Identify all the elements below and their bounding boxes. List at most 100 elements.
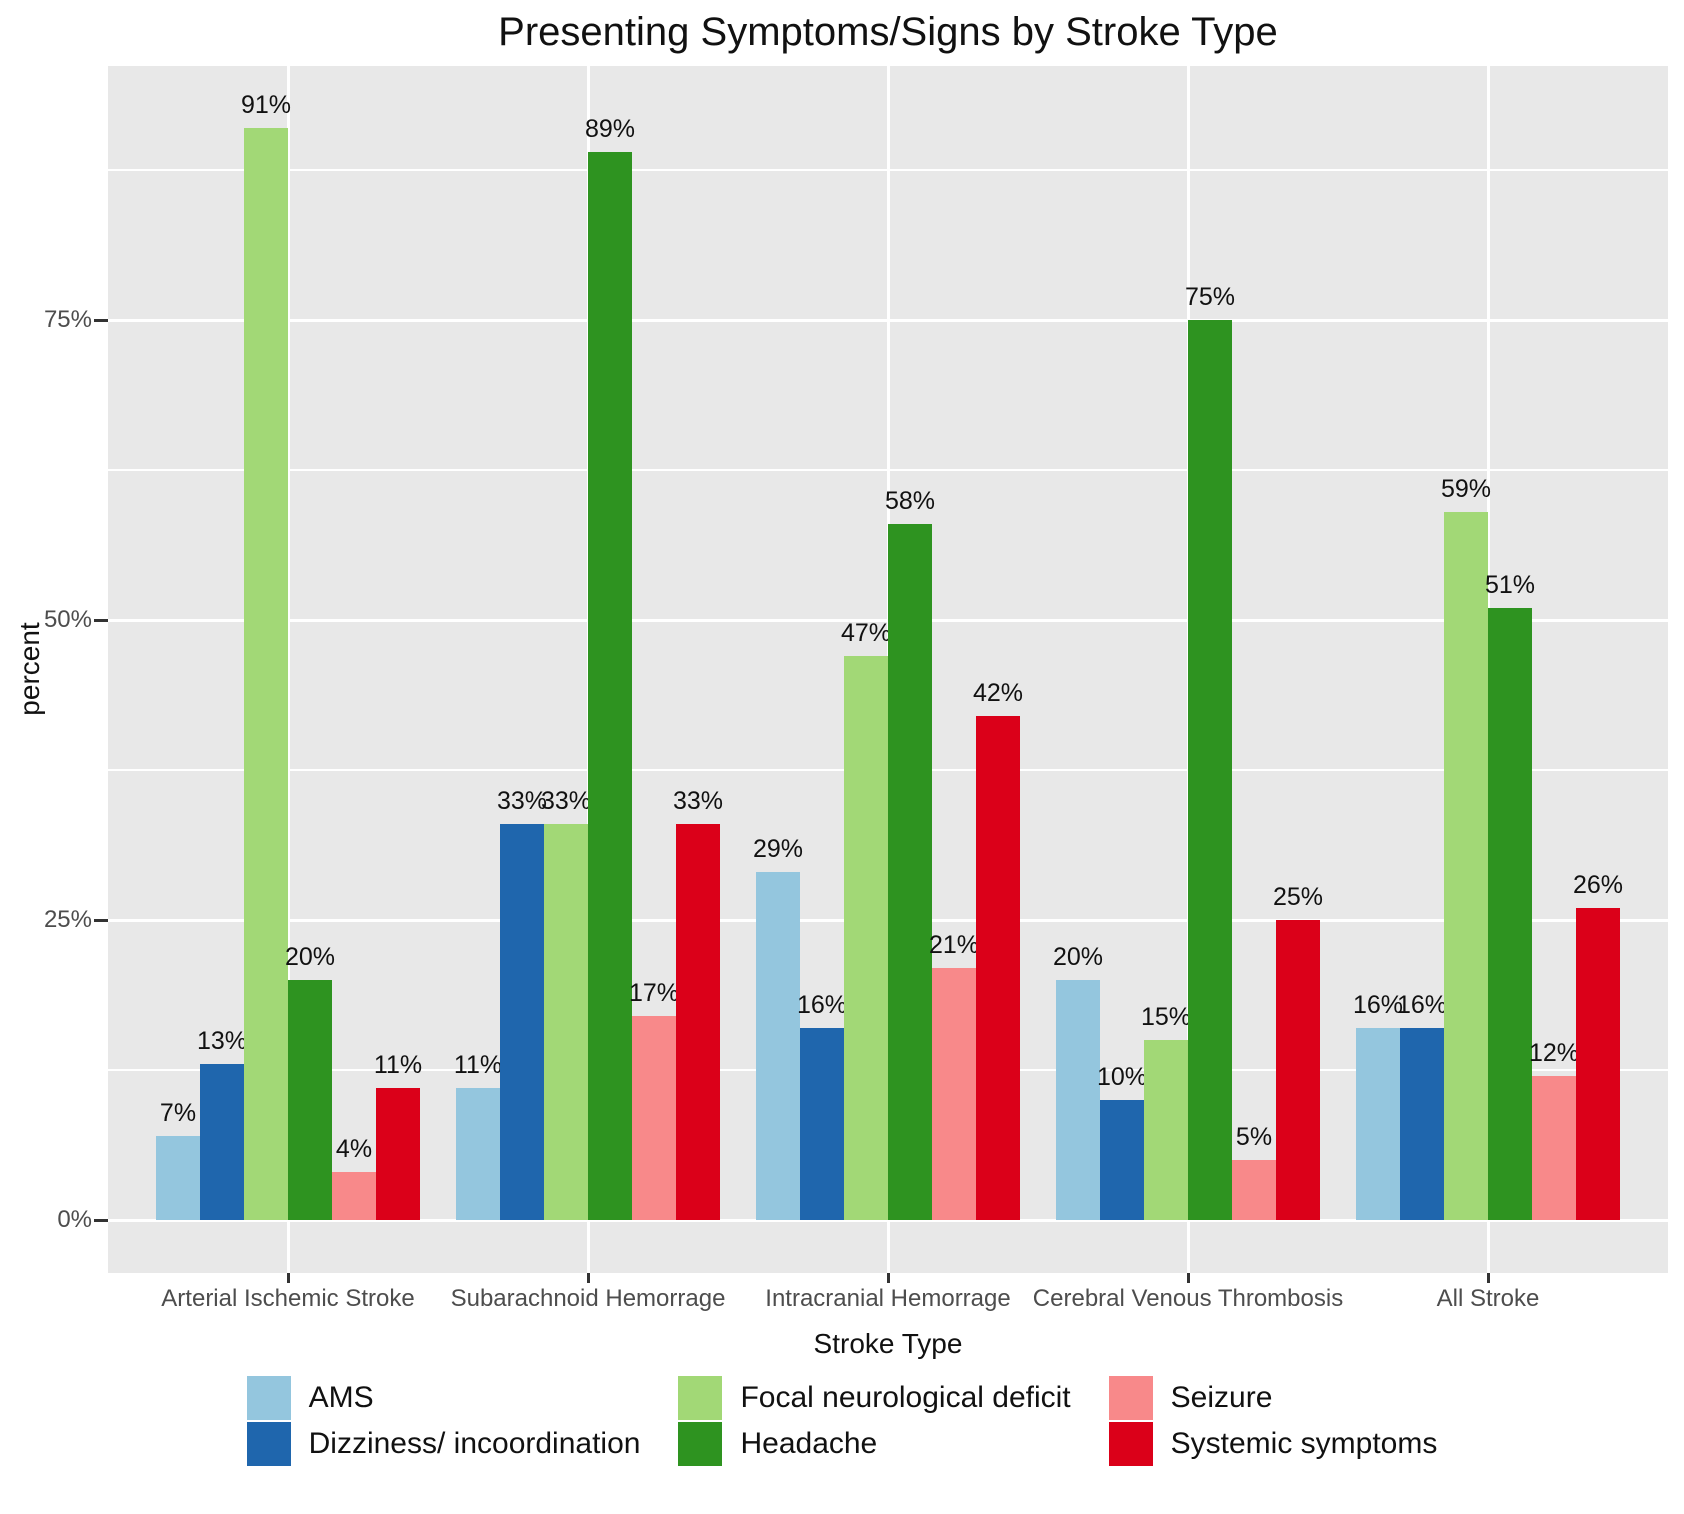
bar [332, 1172, 376, 1220]
bar-value-label: 89% [584, 115, 636, 143]
legend-item-label: AMS [308, 1381, 374, 1414]
legend-key-swatch [246, 1422, 291, 1466]
y-tick-label: 75% [43, 306, 92, 333]
chart-title: Presenting Symptoms/Signs by Stroke Type [498, 10, 1278, 54]
legend-key-swatch [678, 1422, 723, 1466]
bar [756, 872, 800, 1220]
legend-item: Focal neurological deficit [678, 1376, 1071, 1420]
bar [588, 152, 632, 1220]
legend-item: Seizure [1108, 1376, 1438, 1420]
legend: AMS Dizziness/ incoordination Focal neurol… [0, 1376, 1684, 1466]
bar [1056, 980, 1100, 1220]
bar-value-label: 33% [496, 787, 548, 815]
x-tick-mark [286, 1273, 290, 1283]
y-tick-label: 0% [57, 1206, 92, 1233]
legend-key-swatch [246, 1376, 291, 1420]
bar-value-label: 25% [1272, 883, 1324, 911]
bar [1276, 920, 1320, 1220]
bar [1444, 512, 1488, 1220]
bar-value-label: 20% [1052, 943, 1104, 971]
legend-key-swatch [678, 1376, 723, 1420]
bar-value-label: 75% [1184, 283, 1236, 311]
bar [244, 128, 288, 1220]
bar-value-label: 33% [672, 787, 724, 815]
bar-value-label: 11% [453, 1051, 503, 1079]
bar [676, 824, 720, 1220]
x-tick-mark [586, 1273, 590, 1283]
bar [1488, 608, 1532, 1220]
bar-value-label: 20% [284, 943, 336, 971]
bar [456, 1088, 500, 1220]
bar-value-label: 15% [1140, 1003, 1192, 1031]
legend-item-label: Dizziness/ incoordination [308, 1427, 641, 1460]
y-tick-mark [94, 618, 108, 622]
x-tick-label: All Stroke [1436, 1285, 1540, 1312]
bar-value-label: 42% [972, 679, 1024, 707]
bar [844, 656, 888, 1220]
bar [1356, 1028, 1400, 1220]
bar-value-label: 13% [196, 1027, 248, 1055]
bar-value-label: 7% [159, 1099, 197, 1127]
bar [888, 524, 932, 1220]
bar-value-label: 4% [335, 1135, 373, 1163]
bar-value-label: 11% [373, 1051, 423, 1079]
bar-value-label: 29% [752, 835, 804, 863]
legend-item: Dizziness/ incoordination [246, 1422, 641, 1466]
legend-item: Systemic symptoms [1108, 1422, 1438, 1466]
y-tick-mark [94, 1218, 108, 1222]
bar [1232, 1160, 1276, 1220]
bar [800, 1028, 844, 1220]
x-tick-mark [1186, 1273, 1190, 1283]
plot-panel: 7% 13% 91% 20% 4% 11% 11% 33% 33% 89% 17% 33% 29% 16%… [108, 66, 1668, 1273]
legend-key-swatch [1108, 1376, 1153, 1420]
x-tick-label: Cerebral Venous Thrombosis [1032, 1285, 1344, 1312]
bar-value-label: 51% [1484, 571, 1536, 599]
bar [376, 1088, 420, 1220]
bar [1100, 1100, 1144, 1220]
legend-item-label: Focal neurological deficit [740, 1381, 1071, 1414]
bar-value-label: 12% [1528, 1039, 1580, 1067]
bar [1532, 1076, 1576, 1220]
bar-value-label: 10% [1096, 1063, 1148, 1091]
bar-value-label: 47% [840, 619, 892, 647]
bar-value-label: 16% [796, 991, 848, 1019]
legend-key-swatch [1108, 1422, 1153, 1466]
y-tick-mark [94, 318, 108, 322]
bar-value-label: 26% [1572, 871, 1624, 899]
legend-item-label: Systemic symptoms [1170, 1427, 1438, 1460]
bar [632, 1016, 676, 1220]
bar [1400, 1028, 1444, 1220]
legend-item-label: Seizure [1170, 1381, 1273, 1414]
x-tick-mark [886, 1273, 890, 1283]
legend-item: AMS [246, 1376, 641, 1420]
y-tick-label: 50% [43, 606, 92, 633]
bar [1576, 908, 1620, 1220]
bar-value-label: 5% [1235, 1123, 1273, 1151]
x-tick-label: Subarachnoid Hemorrage [450, 1285, 726, 1312]
bar-value-label: 21% [928, 931, 980, 959]
bar-value-label: 58% [884, 487, 936, 515]
y-axis-title: percent [14, 622, 45, 716]
legend-column: AMS Dizziness/ incoordination [246, 1376, 641, 1466]
bar [288, 980, 332, 1220]
legend-item-label: Headache [740, 1427, 878, 1460]
bar [200, 1064, 244, 1220]
bar [544, 824, 588, 1220]
bar-value-label: 59% [1440, 475, 1492, 503]
bar-value-label: 33% [540, 787, 592, 815]
y-tick-mark [94, 918, 108, 922]
bar [1188, 320, 1232, 1220]
gridline-major-v [286, 66, 290, 1273]
x-tick-label: Intracranial Hemorrage [765, 1285, 1011, 1312]
bar [932, 968, 976, 1220]
x-tick-mark [1486, 1273, 1490, 1283]
bar-value-label: 16% [1396, 991, 1448, 1019]
bar [1144, 1040, 1188, 1220]
bar [156, 1136, 200, 1220]
bar-value-label: 91% [240, 91, 292, 119]
y-tick-label: 25% [43, 906, 92, 933]
bar-value-label: 17% [628, 979, 680, 1007]
bar [976, 716, 1020, 1220]
x-tick-label: Arterial Ischemic Stroke [161, 1285, 415, 1312]
